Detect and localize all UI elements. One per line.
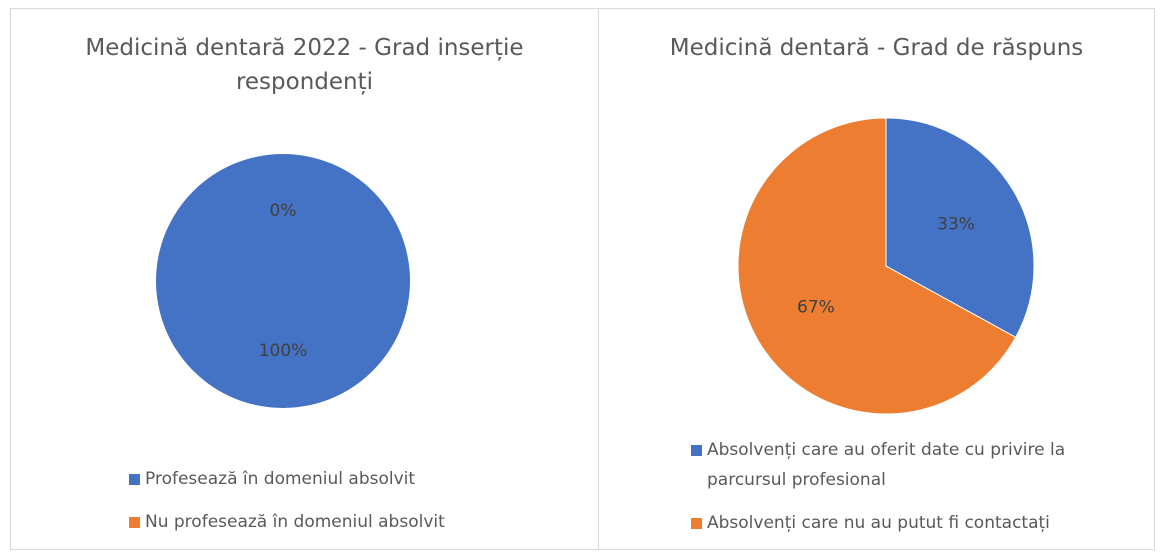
pie-slice: [885, 117, 1035, 338]
legend-swatch: [691, 518, 702, 529]
legend: Absolvenți care au oferit date cu privir…: [691, 435, 1121, 551]
pie-slice: [156, 154, 410, 408]
pie-slice: [737, 117, 1017, 415]
legend-item: Absolvenți care nu au putut fi contactaț…: [691, 508, 1121, 538]
legend-label: Absolvenți care nu au putut fi contactaț…: [707, 513, 1050, 533]
chart-panel: 33% 67% Medicină dentară - Grad de răspuns…: [598, 8, 1155, 550]
legend-swatch: [129, 517, 140, 528]
legend-item: Nu profesează în domeniul absolvit: [129, 507, 569, 537]
pie-chart: 33% 67%: [737, 117, 1035, 415]
data-label: 33%: [937, 215, 975, 235]
data-label: 0%: [270, 201, 297, 221]
legend-item: Absolvenți care au oferit date cu privir…: [691, 435, 1121, 495]
legend: Profesează în domeniul absolvit Nu profes…: [129, 464, 569, 550]
legend-swatch: [691, 445, 702, 456]
chart-panel: 100% 0% Medicină dentară 2022 - Grad inser…: [10, 8, 599, 550]
legend-label: Profesează în domeniul absolvit: [145, 469, 416, 489]
legend-swatch: [129, 474, 140, 485]
legend-label: Absolvenți care au oferit date cu privir…: [707, 440, 1066, 490]
data-label: 67%: [797, 297, 835, 317]
chart-title: Medicină dentară - Grad de răspuns: [669, 35, 1084, 61]
data-label: 100%: [259, 341, 308, 361]
legend-label: Nu profesează în domeniul absolvit: [145, 512, 445, 532]
chart-title: Medicină dentară 2022 - Grad inserție re…: [85, 35, 524, 95]
pie-chart: 100% 0%: [156, 154, 410, 408]
legend-item: Profesează în domeniul absolvit: [129, 464, 569, 494]
